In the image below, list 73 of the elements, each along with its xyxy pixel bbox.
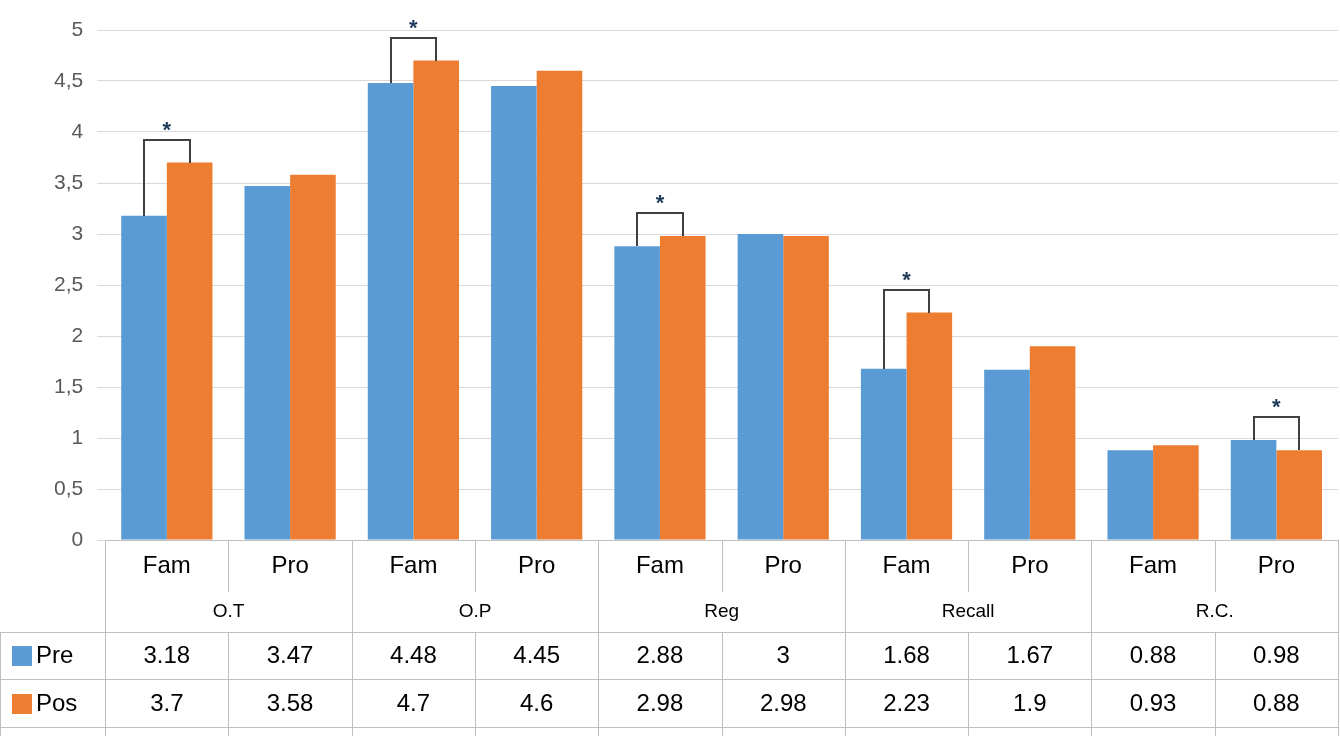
x-tick-label: Fam (389, 550, 438, 578)
annotation: * (1272, 394, 1282, 420)
annotation: * (162, 116, 172, 142)
bar (1107, 450, 1154, 540)
data-label: 1.68 (883, 640, 930, 668)
bar (860, 368, 907, 540)
data-label: 4.48 (390, 640, 437, 668)
data-label: 3 (776, 640, 790, 668)
bar (1276, 450, 1322, 540)
bar (121, 215, 167, 540)
x-tick-label: Pro (518, 550, 556, 578)
bar (737, 234, 784, 540)
x-tick-label: Fam (882, 550, 931, 578)
data-label: 2.98 (759, 688, 807, 716)
data-label: 0.93 (1129, 688, 1177, 716)
y-tick-label: 2 (71, 322, 84, 346)
data-label: 4.45 (513, 640, 561, 668)
bar (1230, 440, 1277, 540)
bar (413, 60, 460, 540)
bar (290, 174, 336, 540)
bar (367, 83, 414, 540)
data-label: 3.47 (266, 640, 314, 668)
y-tick-label: 4 (71, 118, 84, 142)
bar (984, 369, 1030, 540)
y-tick-label: 3 (71, 220, 84, 244)
x-tick-label: Pro (764, 550, 802, 578)
bar (536, 70, 583, 540)
x-tick-label: Pro (1257, 550, 1296, 578)
annotation: * (655, 190, 665, 216)
y-tick-label: 0 (71, 526, 84, 550)
x-tick-label: Fam (142, 550, 191, 578)
annotation: * (409, 14, 419, 40)
data-label: 1.9 (1013, 688, 1047, 716)
y-tick-label: 2,5 (53, 271, 84, 295)
x-tick-label: Fam (635, 550, 684, 578)
data-label: 3.18 (143, 640, 191, 668)
bar (614, 246, 660, 540)
y-tick-label: 1 (71, 424, 84, 448)
data-label: 3.58 (266, 688, 314, 716)
text: R.C. (1195, 600, 1234, 622)
data-label: 0.88 (1129, 640, 1177, 668)
data-label: 2.23 (883, 688, 930, 716)
data-label: 3.7 (150, 688, 184, 716)
bar (1153, 445, 1199, 540)
x-tick-label: Pro (271, 550, 309, 578)
text: O.T (212, 600, 245, 622)
y-tick-label: 4,5 (53, 67, 84, 91)
bar (244, 186, 291, 540)
data-label: 4.7 (396, 688, 431, 716)
data-label: 2.88 (636, 640, 684, 668)
data-label: 0.98 (1253, 640, 1300, 668)
text: O.P (458, 600, 492, 622)
bar (166, 162, 213, 540)
data-label: 2.98 (636, 688, 684, 716)
bar (1029, 346, 1076, 540)
data-label: 4.6 (519, 688, 554, 716)
legend-label: Pre (36, 640, 74, 668)
text: Recall (941, 600, 995, 622)
bar (906, 312, 953, 540)
annotation: * (902, 266, 912, 292)
text: Reg (704, 600, 740, 622)
y-tick-label: 5 (71, 16, 84, 40)
bar (659, 236, 706, 540)
y-tick-label: 3,5 (53, 169, 84, 193)
x-tick-label: Fam (1129, 550, 1178, 578)
bar (491, 86, 537, 540)
y-tick-label: 1,5 (53, 373, 84, 397)
y-tick-label: 0,5 (53, 475, 84, 499)
legend-label: Pos (36, 688, 78, 716)
data-label: 0.88 (1253, 688, 1300, 716)
data-label: 1.67 (1006, 640, 1054, 668)
x-tick-label: Pro (1011, 550, 1049, 578)
bar (783, 236, 829, 540)
